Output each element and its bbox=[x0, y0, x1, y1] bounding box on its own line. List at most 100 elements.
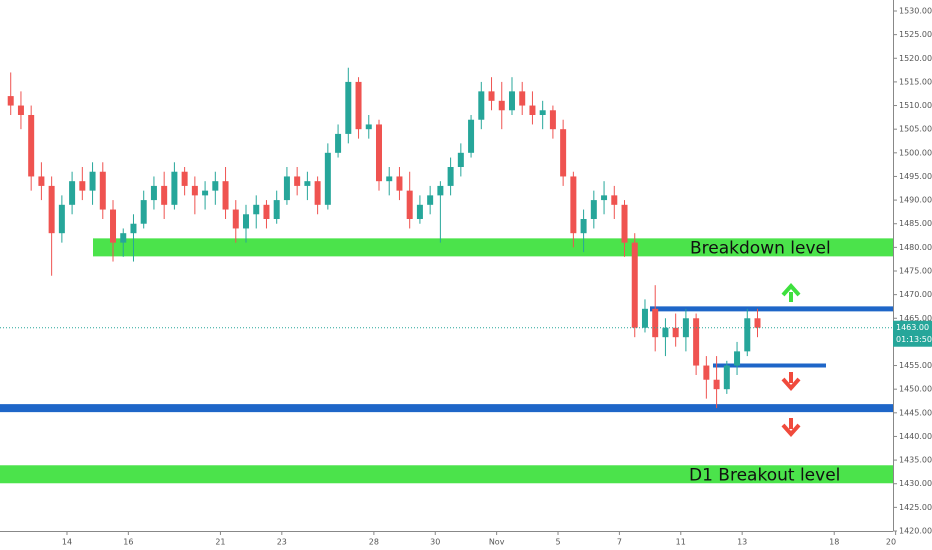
x-tick-label: 5 bbox=[555, 538, 560, 547]
y-tick-label: 1490.00 bbox=[899, 196, 932, 205]
candle-body bbox=[202, 190, 209, 196]
candle-body bbox=[468, 119, 475, 153]
candle-body bbox=[590, 200, 597, 219]
candle-body bbox=[386, 176, 393, 182]
x-tick-label: 28 bbox=[369, 538, 379, 547]
candle-body bbox=[478, 91, 485, 120]
candle-body bbox=[631, 242, 638, 328]
candle-body bbox=[335, 133, 342, 153]
candle-body bbox=[457, 152, 464, 167]
x-tick-label: 16 bbox=[123, 538, 133, 547]
arrow-up bbox=[781, 282, 801, 302]
y-tick-label: 1515.00 bbox=[899, 77, 932, 86]
candle-body bbox=[314, 181, 321, 205]
y-tick-label: 1475.00 bbox=[899, 267, 932, 276]
x-tick-label: Nov bbox=[489, 538, 505, 547]
y-tick-label: 1510.00 bbox=[899, 101, 932, 110]
y-tick-label: 1495.00 bbox=[899, 172, 932, 181]
candle-body bbox=[570, 176, 577, 234]
candle-body bbox=[672, 327, 679, 338]
candle-body bbox=[243, 214, 250, 229]
candle-body bbox=[283, 176, 290, 201]
candle-body bbox=[79, 181, 86, 191]
candle-body bbox=[212, 181, 219, 191]
level-label: Breakdown level bbox=[690, 238, 831, 258]
candle-body bbox=[693, 318, 700, 366]
y-tick-label: 1435.00 bbox=[899, 456, 932, 465]
candle-body bbox=[232, 209, 239, 229]
candle-body bbox=[437, 185, 444, 196]
y-tick-label: 1425.00 bbox=[899, 503, 932, 512]
y-tick-label: 1505.00 bbox=[899, 125, 932, 134]
candle-body bbox=[28, 115, 35, 177]
candle-body bbox=[253, 204, 260, 215]
candle-body bbox=[273, 200, 280, 219]
x-tick-label: 11 bbox=[676, 538, 686, 547]
x-tick-label: 7 bbox=[617, 538, 622, 547]
candle-body bbox=[304, 181, 311, 186]
x-tick-label: 23 bbox=[277, 538, 287, 547]
y-tick-label: 1465.00 bbox=[899, 314, 932, 323]
candle-body bbox=[171, 171, 178, 205]
candle-body bbox=[713, 379, 720, 390]
candle-body bbox=[120, 233, 127, 243]
y-tick-label: 1450.00 bbox=[899, 385, 932, 394]
candle-body bbox=[416, 204, 423, 219]
countdown: 01:13:50 bbox=[896, 335, 932, 344]
y-tick-label: 1445.00 bbox=[899, 408, 932, 417]
level-band bbox=[93, 238, 893, 257]
candle-body bbox=[549, 110, 556, 130]
candle-body bbox=[263, 204, 270, 219]
candle-body bbox=[38, 176, 45, 186]
last-price-label: 1463.00 bbox=[896, 323, 929, 332]
candle-body bbox=[734, 351, 741, 366]
candle-body bbox=[682, 318, 689, 338]
candle-body bbox=[365, 124, 372, 130]
arrow-down bbox=[781, 372, 801, 392]
y-tick-label: 1480.00 bbox=[899, 243, 932, 252]
y-tick-label: 1440.00 bbox=[899, 432, 932, 441]
candle-body bbox=[498, 100, 505, 111]
level-band bbox=[0, 465, 893, 484]
candle-body bbox=[621, 204, 628, 243]
candle-body bbox=[324, 152, 331, 205]
candle-body bbox=[99, 171, 106, 210]
candle-body bbox=[345, 81, 352, 134]
y-tick-label: 1485.00 bbox=[899, 219, 932, 228]
candle-body bbox=[396, 176, 403, 191]
candle-body bbox=[447, 167, 454, 186]
candle-body bbox=[375, 124, 382, 182]
x-tick-label: 13 bbox=[737, 538, 747, 547]
candle-body bbox=[539, 110, 546, 115]
y-tick-label: 1420.00 bbox=[899, 527, 932, 536]
y-tick-label: 1530.00 bbox=[899, 7, 932, 16]
candle-body bbox=[7, 96, 14, 106]
x-tick-label: 14 bbox=[62, 538, 72, 547]
candle-body bbox=[641, 308, 648, 328]
candle-body bbox=[355, 81, 362, 130]
level-label: D1 Breakout level bbox=[689, 465, 840, 485]
candle-body bbox=[58, 204, 65, 234]
candle-body bbox=[703, 365, 710, 380]
x-tick-label: 18 bbox=[829, 538, 839, 547]
x-tick-label: 30 bbox=[430, 538, 440, 547]
candle-body bbox=[161, 185, 168, 205]
candle-body bbox=[406, 190, 413, 219]
arrow-down bbox=[781, 418, 801, 438]
candle-body bbox=[222, 181, 229, 210]
candle-body bbox=[744, 318, 751, 352]
candle-body bbox=[580, 219, 587, 234]
candle-body bbox=[652, 308, 659, 338]
candle-body bbox=[427, 195, 434, 205]
candle-body bbox=[754, 318, 761, 328]
x-tick-label: 21 bbox=[215, 538, 225, 547]
candle-body bbox=[191, 185, 198, 196]
y-tick-label: 1525.00 bbox=[899, 30, 932, 39]
candle-body bbox=[89, 171, 96, 191]
x-tick-label: 20 bbox=[886, 538, 896, 547]
candle-body bbox=[662, 327, 669, 338]
y-tick-label: 1430.00 bbox=[899, 479, 932, 488]
candle-body bbox=[150, 185, 157, 201]
